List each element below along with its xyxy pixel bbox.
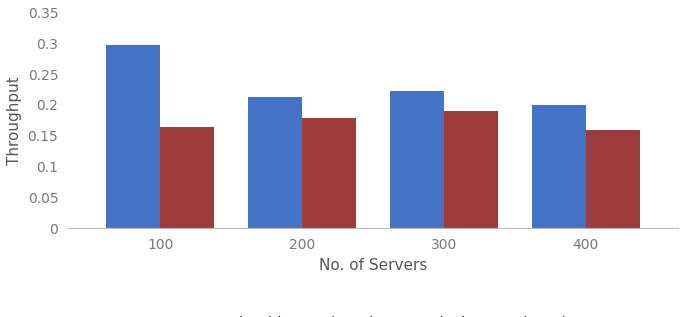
Bar: [106, 44, 160, 228]
X-axis label: No. of Servers: No. of Servers: [319, 257, 427, 273]
Bar: [248, 97, 302, 228]
Y-axis label: Throughput: Throughput: [7, 76, 22, 165]
Bar: [160, 126, 214, 228]
Bar: [532, 105, 586, 228]
Bar: [586, 130, 640, 228]
Bar: [390, 91, 444, 228]
Bar: [302, 118, 356, 228]
Legend: Proposed Multi Agent based LB, Single Agent based LB: Proposed Multi Agent based LB, Single Ag…: [153, 311, 593, 317]
Bar: [444, 111, 498, 228]
